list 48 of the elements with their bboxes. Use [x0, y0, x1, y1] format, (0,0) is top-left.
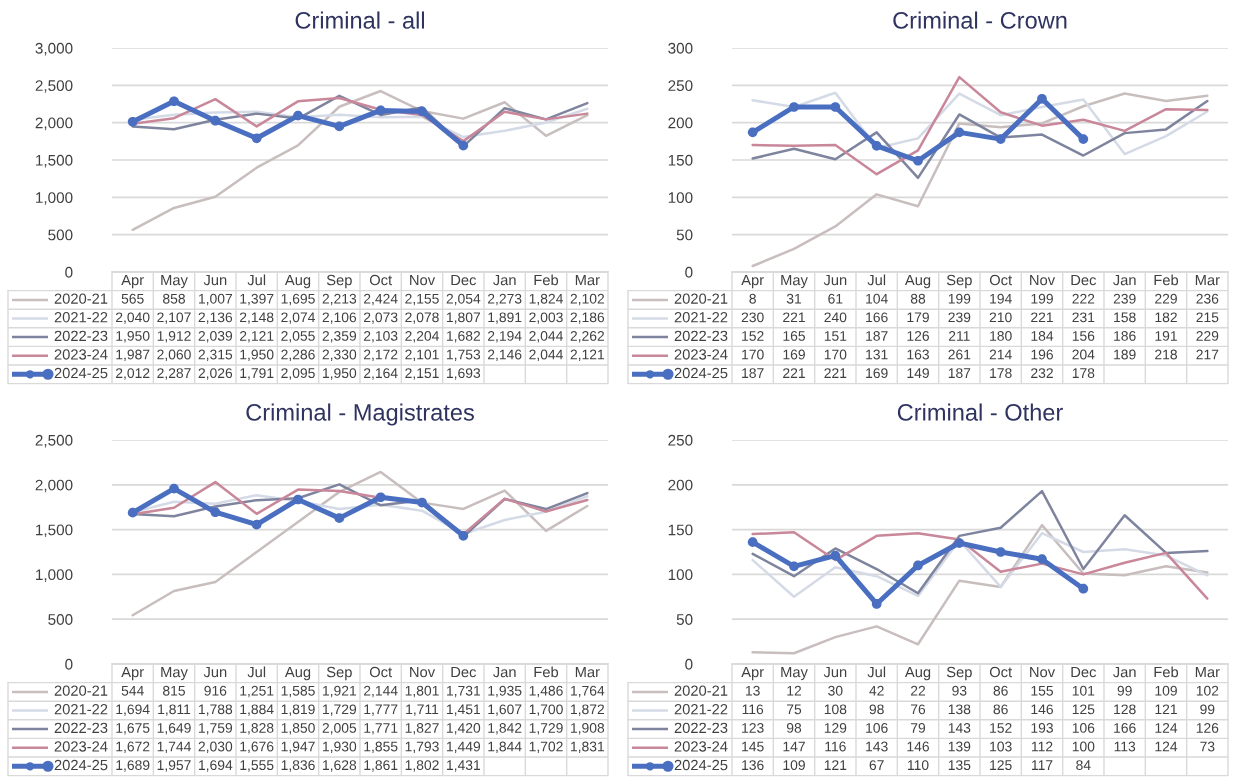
point — [913, 560, 923, 571]
point — [871, 599, 882, 609]
point — [251, 519, 262, 530]
chart-title: Criminal - Crown — [893, 11, 1067, 29]
point — [293, 494, 303, 505]
point — [747, 537, 758, 548]
line-series — [751, 75, 1209, 176]
point — [954, 538, 965, 548]
line-series — [751, 99, 1209, 180]
line-series — [751, 489, 1209, 595]
point — [789, 561, 799, 572]
line-series — [131, 470, 589, 617]
point — [871, 140, 882, 151]
chart-title: Criminal - all — [295, 11, 425, 29]
point — [417, 106, 427, 117]
point — [913, 155, 923, 166]
point — [458, 140, 469, 151]
point — [210, 507, 221, 518]
line-series — [751, 523, 1209, 655]
point — [334, 513, 345, 523]
point — [995, 547, 1006, 557]
chart-title: Criminal - Other — [897, 403, 1063, 421]
point — [458, 530, 469, 541]
point — [1037, 554, 1047, 565]
point — [747, 127, 758, 138]
point — [334, 121, 345, 132]
point — [375, 492, 386, 503]
point — [210, 115, 221, 126]
point — [1078, 583, 1089, 594]
point — [830, 550, 841, 561]
point — [1037, 93, 1047, 104]
point — [789, 102, 799, 112]
point — [251, 133, 262, 144]
line-series — [131, 89, 589, 232]
line-series — [751, 92, 1209, 268]
point — [954, 127, 965, 138]
point — [995, 134, 1006, 144]
point — [830, 102, 841, 112]
point — [1078, 134, 1089, 144]
point — [293, 110, 303, 121]
point — [169, 96, 179, 107]
point — [169, 483, 179, 494]
point — [127, 507, 138, 518]
chart-title: Criminal - Magistrates — [246, 403, 474, 426]
point — [375, 105, 386, 116]
point — [127, 116, 138, 127]
point — [417, 497, 427, 508]
line-series — [751, 91, 1209, 156]
